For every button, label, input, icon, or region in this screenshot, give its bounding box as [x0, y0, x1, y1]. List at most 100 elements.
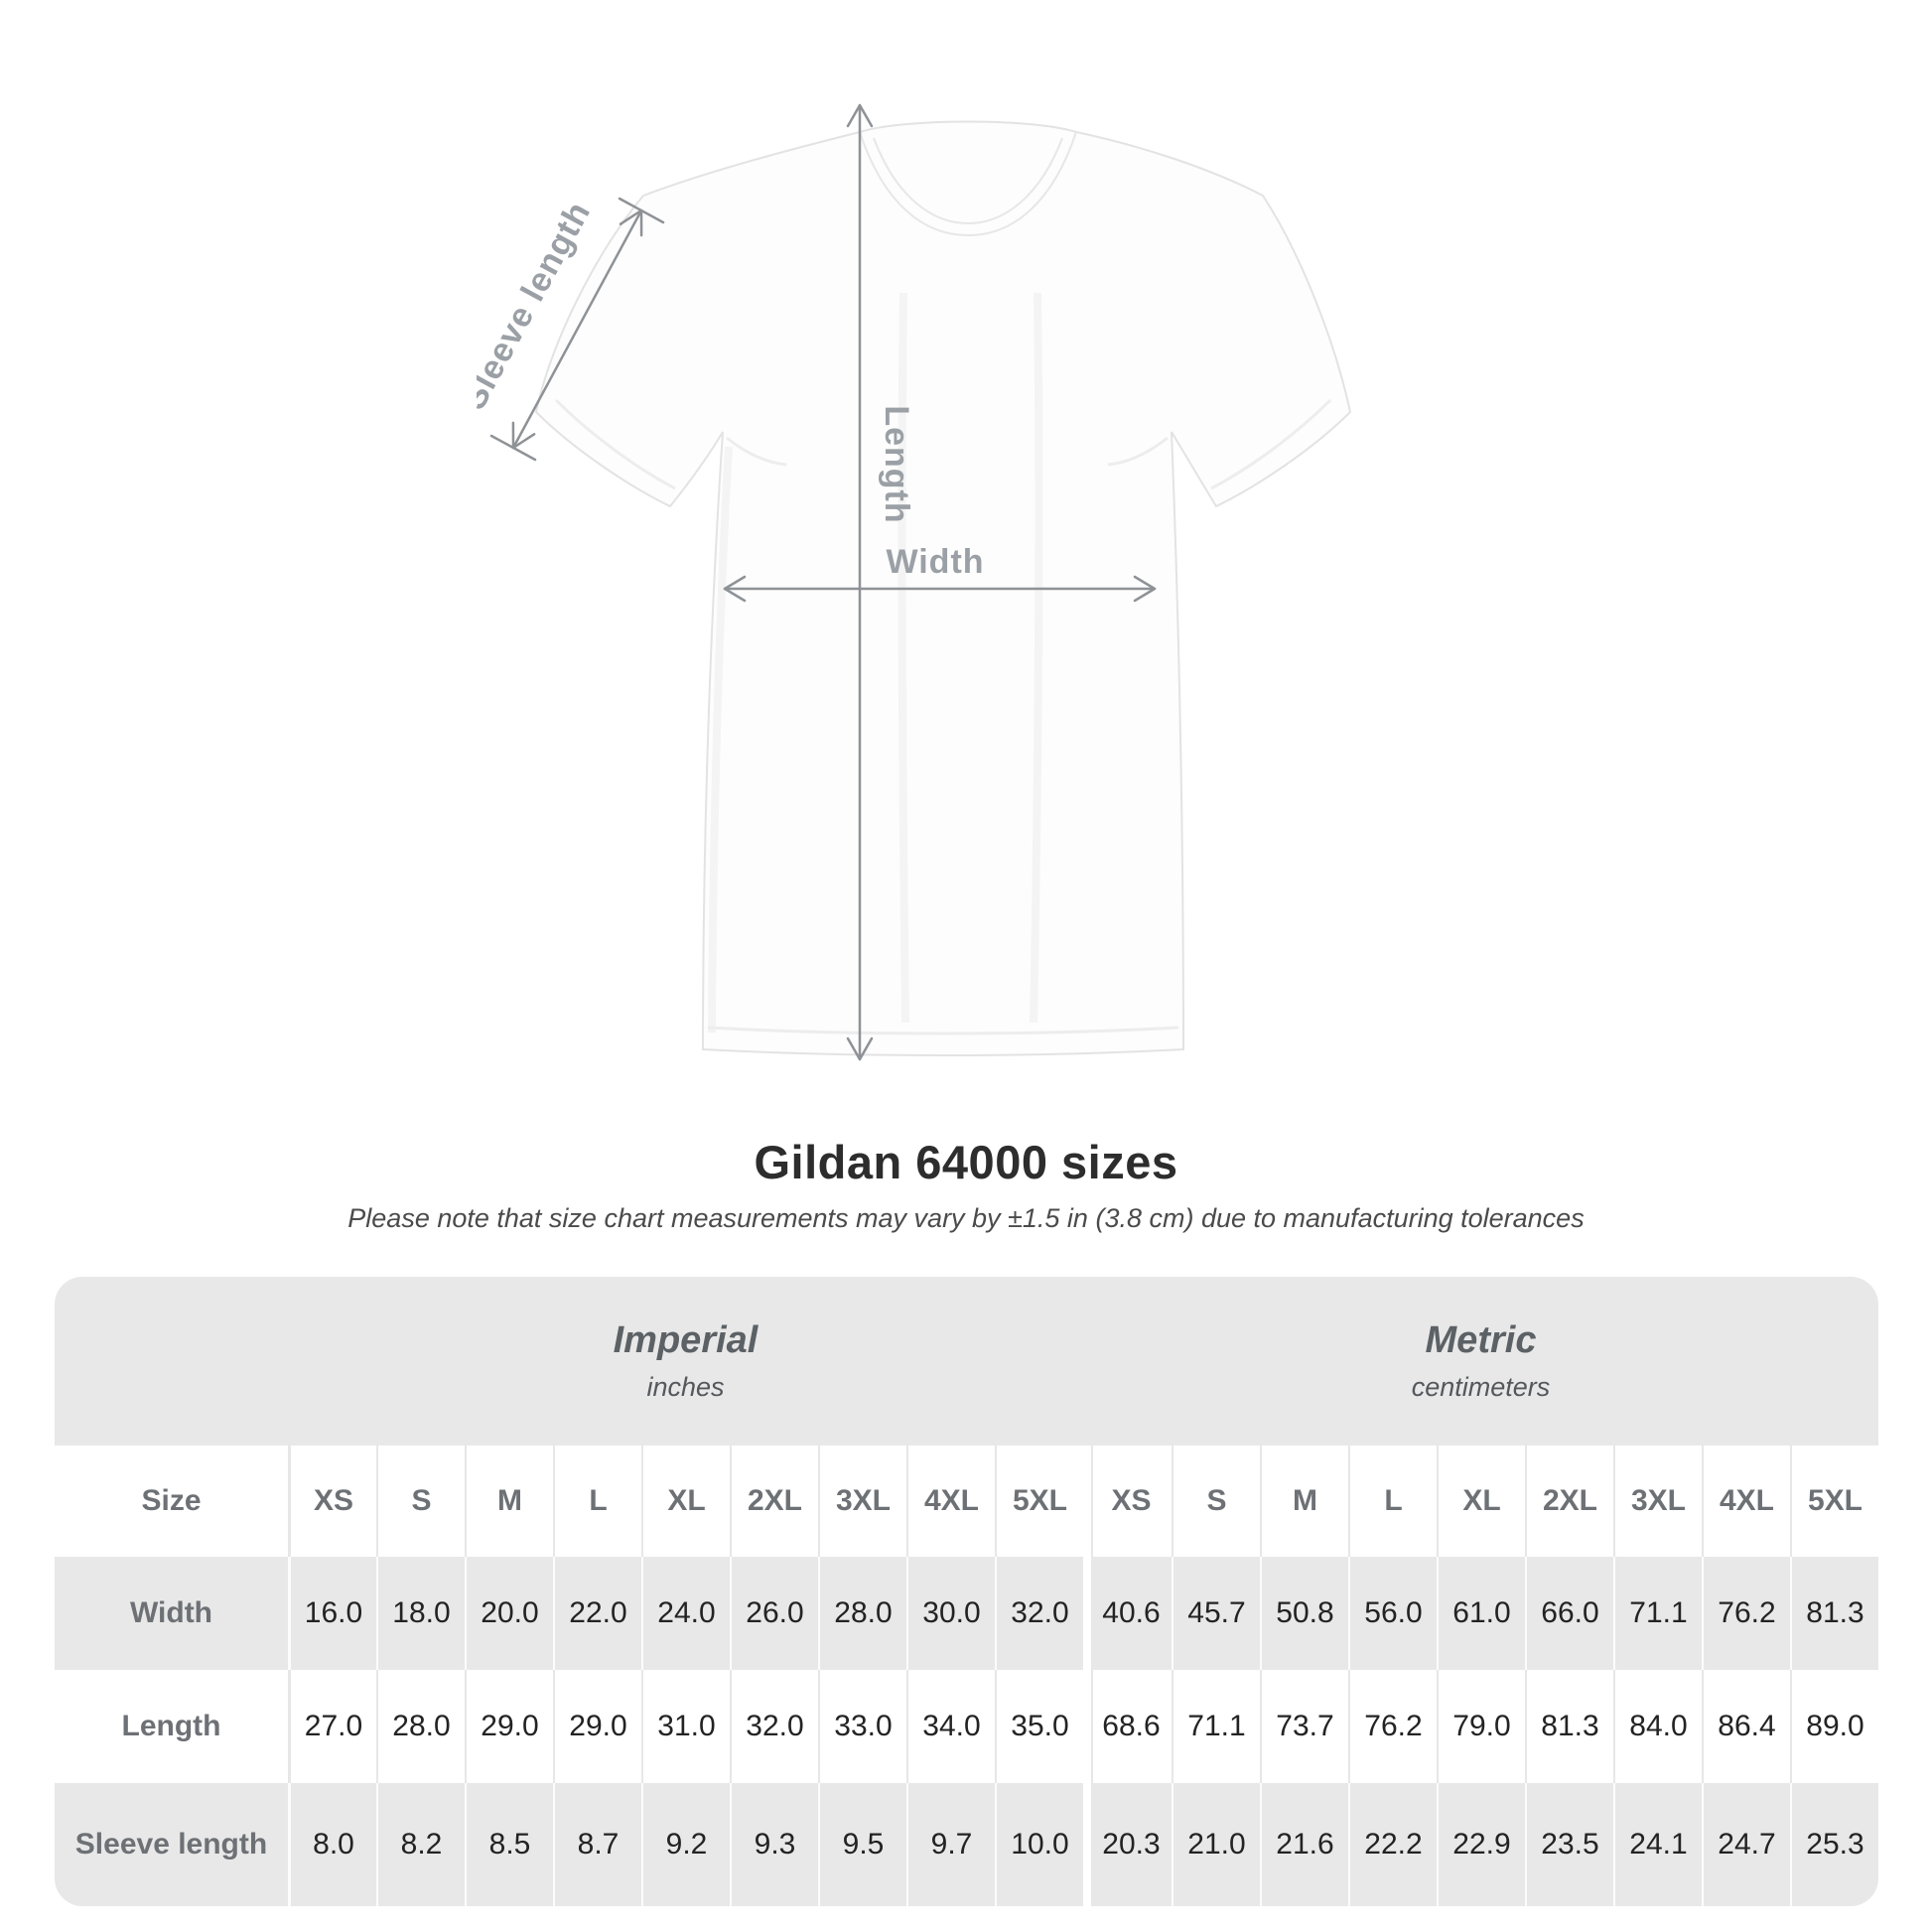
sleeve-value: 24.1 [1613, 1783, 1702, 1906]
sleeve-value: 21.6 [1260, 1783, 1348, 1906]
size-col-header: XS [1083, 1446, 1172, 1557]
collar-outer-rim [859, 131, 1077, 237]
sleeve-value: 21.0 [1172, 1783, 1260, 1906]
width-value: 81.3 [1790, 1557, 1878, 1670]
width-value: 40.6 [1083, 1557, 1172, 1670]
size-col-header: 5XL [995, 1446, 1083, 1557]
size-col-header: M [465, 1446, 553, 1557]
width-value: 66.0 [1525, 1557, 1613, 1670]
length-value: 29.0 [553, 1670, 641, 1783]
sleeve-value: 22.9 [1437, 1783, 1525, 1906]
length-value: 73.7 [1260, 1670, 1348, 1783]
length-value: 33.0 [818, 1670, 906, 1783]
sleeve-value: 9.2 [641, 1783, 730, 1906]
length-row-label: Length [55, 1670, 288, 1783]
size-corner-header: Size [55, 1446, 288, 1557]
length-value: 29.0 [465, 1670, 553, 1783]
length-value: 35.0 [995, 1670, 1083, 1783]
size-col-header: XS [288, 1446, 376, 1557]
sleeve-row-label: Sleeve length [55, 1783, 288, 1906]
size-col-header: 2XL [730, 1446, 818, 1557]
sleeve-value: 10.0 [995, 1783, 1083, 1906]
sleeve-value: 25.3 [1790, 1783, 1878, 1906]
size-col-header: 4XL [1702, 1446, 1790, 1557]
width-value: 26.0 [730, 1557, 818, 1670]
size-col-header: L [553, 1446, 641, 1557]
sleeve-value: 22.2 [1348, 1783, 1437, 1906]
width-value: 61.0 [1437, 1557, 1525, 1670]
unit-band-row: Imperial inches Metric centimeters [55, 1277, 1878, 1446]
width-value: 16.0 [288, 1557, 376, 1670]
width-value: 76.2 [1702, 1557, 1790, 1670]
size-col-header: S [1172, 1446, 1260, 1557]
sleeve-value: 23.5 [1525, 1783, 1613, 1906]
size-col-header: L [1348, 1446, 1437, 1557]
width-value: 50.8 [1260, 1557, 1348, 1670]
length-row: Length 27.0 28.0 29.0 29.0 31.0 32.0 33.… [55, 1670, 1878, 1783]
size-table: Imperial inches Metric centimeters Size … [55, 1277, 1878, 1906]
length-value: 89.0 [1790, 1670, 1878, 1783]
width-row: Width 16.0 18.0 20.0 22.0 24.0 26.0 28.0… [55, 1557, 1878, 1670]
sleeve-length-row: Sleeve length 8.0 8.2 8.5 8.7 9.2 9.3 9.… [55, 1783, 1878, 1906]
size-col-header: XL [641, 1446, 730, 1557]
width-value: 32.0 [995, 1557, 1083, 1670]
sleeve-value: 24.7 [1702, 1783, 1790, 1906]
size-header-row: Size XS S M L XL 2XL 3XL 4XL 5XL XS S M … [55, 1446, 1878, 1557]
width-value: 24.0 [641, 1557, 730, 1670]
size-col-header: 3XL [1613, 1446, 1702, 1557]
collar-inner-rim [873, 137, 1063, 225]
length-value: 71.1 [1172, 1670, 1260, 1783]
sleeve-length-arrow [489, 197, 665, 462]
armpit-crease-left [726, 436, 787, 467]
sleeve-stitch-right [1210, 398, 1332, 490]
size-col-header: 4XL [906, 1446, 995, 1557]
size-col-header: M [1260, 1446, 1348, 1557]
length-value: 27.0 [288, 1670, 376, 1783]
size-col-header: XL [1437, 1446, 1525, 1557]
width-value: 20.0 [465, 1557, 553, 1670]
size-table-grid: Imperial inches Metric centimeters Size … [55, 1277, 1878, 1906]
length-value: 81.3 [1525, 1670, 1613, 1783]
metric-unit: centimeters [1411, 1372, 1551, 1402]
sleeve-value: 9.7 [906, 1783, 995, 1906]
width-label: Width [886, 543, 984, 581]
length-value: 86.4 [1702, 1670, 1790, 1783]
size-col-header: 2XL [1525, 1446, 1613, 1557]
length-label: Length [878, 405, 915, 523]
sleeve-value: 8.2 [376, 1783, 465, 1906]
size-col-header: S [376, 1446, 465, 1557]
fabric-fold-left [897, 292, 909, 1024]
imperial-label: Imperial [613, 1319, 759, 1361]
tolerance-note: Please note that size chart measurements… [347, 1203, 1585, 1233]
metric-label: Metric [1425, 1319, 1537, 1361]
length-value: 34.0 [906, 1670, 995, 1783]
length-value: 76.2 [1348, 1670, 1437, 1783]
length-value: 68.6 [1083, 1670, 1172, 1783]
width-value: 18.0 [376, 1557, 465, 1670]
size-col-header: 3XL [818, 1446, 906, 1557]
fabric-fold-right [1030, 292, 1043, 1024]
width-value: 71.1 [1613, 1557, 1702, 1670]
imperial-unit: inches [646, 1372, 725, 1402]
length-value: 84.0 [1613, 1670, 1702, 1783]
width-value: 30.0 [906, 1557, 995, 1670]
length-value: 32.0 [730, 1670, 818, 1783]
width-value: 45.7 [1172, 1557, 1260, 1670]
length-value: 79.0 [1437, 1670, 1525, 1783]
sleeve-stitch-left [554, 398, 676, 490]
size-col-header: 5XL [1790, 1446, 1878, 1557]
width-row-label: Width [55, 1557, 288, 1670]
width-value: 56.0 [1348, 1557, 1437, 1670]
imperial-group-header: Imperial inches [288, 1277, 1083, 1446]
page-title: Gildan 64000 sizes [754, 1136, 1178, 1188]
hem-stitch [707, 1026, 1179, 1035]
unit-band-corner [55, 1277, 288, 1446]
width-value: 28.0 [818, 1557, 906, 1670]
fabric-shadow-left-side [708, 446, 733, 1034]
armpit-crease-right [1107, 436, 1169, 467]
tshirt-illustration: Sleeve length Length Width [477, 103, 1352, 1061]
sleeve-value: 20.3 [1083, 1783, 1172, 1906]
width-value: 22.0 [553, 1557, 641, 1670]
length-value: 28.0 [376, 1670, 465, 1783]
